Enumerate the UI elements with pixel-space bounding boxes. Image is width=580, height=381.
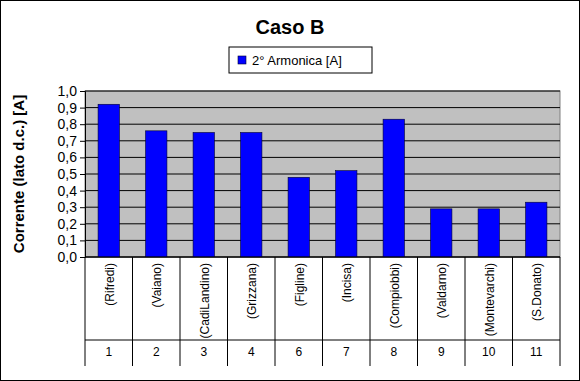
category-separator (560, 257, 561, 366)
y-tick-mark (80, 257, 85, 258)
y-tick-label: 0,0 (58, 249, 78, 265)
x-tick-number: 2 (153, 345, 160, 359)
y-tick-mark (80, 207, 85, 208)
bar (288, 177, 309, 257)
category-separator (370, 257, 371, 366)
y-tick-label: 0,6 (58, 149, 78, 165)
y-tick-mark (80, 224, 85, 225)
y-tick: 0,1 (58, 232, 85, 248)
grid-line (85, 91, 560, 92)
x-tick-label: (Compiobbi) (388, 263, 402, 328)
y-tick-label: 0,7 (58, 133, 78, 149)
grid-line (85, 257, 560, 258)
bar (478, 209, 499, 257)
legend-box (229, 47, 372, 73)
y-tick: 0,4 (58, 183, 85, 199)
y-tick-mark (80, 141, 85, 142)
category-separator (512, 257, 513, 366)
category-separator (465, 257, 466, 366)
category-table: (Rifredi) 1 (Vaiano) 2 (CadiLandino) 3 (Grizza… (85, 257, 560, 366)
y-tick-mark (80, 240, 85, 241)
y-tick-mark (80, 157, 85, 158)
y-tick-label: 0,3 (58, 199, 78, 215)
category-separator (275, 257, 276, 366)
y-tick: 0,0 (58, 249, 85, 265)
y-tick: 0,6 (58, 149, 85, 165)
y-tick-label: 0,5 (58, 166, 78, 182)
x-axis-line (85, 257, 560, 258)
bar (336, 171, 357, 257)
x-tick-number: 4 (248, 345, 255, 359)
x-tick-label: (Incisa) (340, 263, 354, 302)
bars (98, 104, 547, 257)
bar (98, 104, 119, 257)
y-tick: 0,8 (58, 116, 85, 132)
chart-border (1, 1, 580, 381)
y-tick-label: 0,8 (58, 116, 78, 132)
bar (431, 209, 452, 257)
bar (193, 133, 214, 258)
x-tick-label: (Figline) (293, 263, 307, 306)
bar (146, 131, 167, 257)
title: Caso B (256, 16, 325, 38)
legend-swatch (238, 56, 246, 64)
grid-line (85, 124, 560, 125)
category-separator (417, 257, 418, 366)
x-tick-number: 8 (390, 345, 397, 359)
grid-line (85, 107, 560, 108)
grid (85, 91, 560, 257)
x-tick-label: (S.Donato) (530, 263, 544, 321)
x-tick-number: 9 (438, 345, 445, 359)
category-separator (132, 257, 133, 366)
y-axis-line (80, 92, 86, 258)
legend-label: 2° Armonica [A] (252, 53, 342, 68)
y-tick: 0,2 (58, 216, 85, 232)
x-tick-label: (CadiLandino) (198, 263, 212, 338)
y-tick-label: 0,9 (58, 100, 78, 116)
y-tick-label: 0,2 (58, 216, 78, 232)
category-separator (227, 257, 228, 366)
y-tick-mark (80, 91, 85, 92)
y-tick-mark (80, 124, 85, 125)
y-tick-label: 0,4 (58, 183, 78, 199)
plot-area (85, 91, 560, 257)
x-tick-number: 7 (343, 345, 350, 359)
y-tick-label: 1,0 (58, 83, 78, 99)
y-tick: 1,0 (58, 83, 85, 99)
x-tick-number: 3 (200, 345, 207, 359)
chart: Caso B 0,00,10,20,30,40,50,60,70,80,91,0 C… (0, 0, 580, 381)
category-separator (322, 257, 323, 366)
x-tick-label: (Rifredi) (103, 263, 117, 306)
y-tick: 0,3 (58, 199, 85, 215)
x-tick-label: (Vaiano) (150, 263, 164, 307)
y-tick: 0,9 (58, 100, 85, 116)
y-axis-title: Corrente (lato d.c.) [A] (10, 95, 27, 253)
category-row-separator (85, 340, 560, 341)
bar (241, 133, 262, 258)
y-axis: 0,00,10,20,30,40,50,60,70,80,91,0 (58, 83, 86, 265)
bar (526, 202, 547, 257)
category-separator (180, 257, 181, 366)
y-tick: 0,7 (58, 133, 85, 149)
bar (383, 119, 404, 257)
category-separator (85, 257, 86, 366)
x-tick-label: (Montevarchi) (483, 263, 497, 336)
legend: 2° Armonica [A] (229, 47, 372, 73)
x-tick-number: 11 (530, 345, 543, 359)
y-tick: 0,5 (58, 166, 85, 182)
x-tick-number: 10 (482, 345, 496, 359)
x-tick-number: 6 (295, 345, 302, 359)
x-tick-number: 1 (105, 345, 112, 359)
y-tick-mark (80, 108, 85, 109)
y-tick-mark (80, 174, 85, 175)
y-tick-label: 0,1 (58, 232, 78, 248)
x-tick-label: (Valdarno) (435, 263, 449, 318)
y-tick-mark (80, 191, 85, 192)
x-tick-label: (Grizzana) (245, 263, 259, 319)
